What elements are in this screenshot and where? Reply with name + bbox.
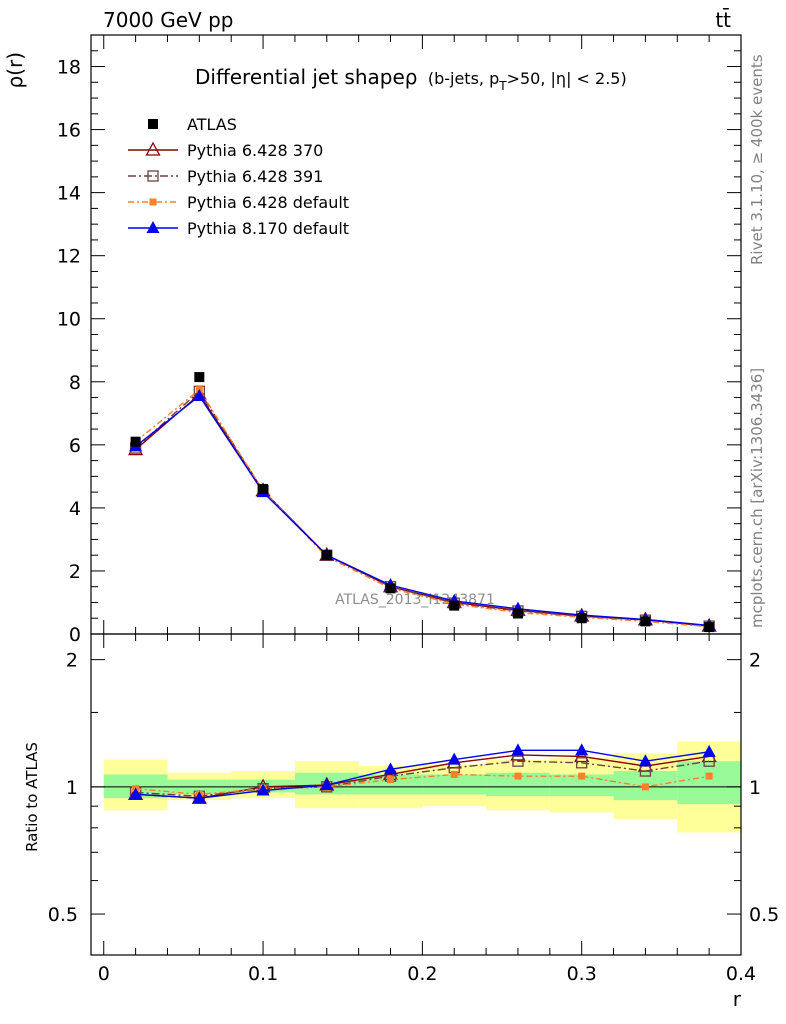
point-atlas <box>321 550 332 561</box>
ratio-ylabel: Ratio to ATLAS <box>23 742 41 852</box>
ratio-point-p8-default <box>447 752 461 765</box>
ratio-line-p6-370 <box>135 754 710 799</box>
ratio-y-tick-label: 1 <box>66 777 78 799</box>
point-p8-default <box>192 388 206 401</box>
main-title-text: Differential jet shapeρ <box>195 65 417 89</box>
y-tick-label: 16 <box>57 120 81 142</box>
legend-label: Pythia 8.170 default <box>187 219 349 238</box>
main-panel: 0 2 4 6 8 10 12 14 16 18 ATLAS_2013_I1243871 <box>57 34 742 646</box>
ratio-y-tick-label: 2 <box>66 650 78 672</box>
ratio-panel: 0.5 0.51 12 20 0.1 0.2 0.3 0.4 <box>48 35 779 985</box>
y-tick-label: 6 <box>69 435 81 457</box>
ratio-series-p8-default <box>129 743 716 804</box>
y-tick-label: 4 <box>69 498 81 520</box>
ratio-point-p8-default <box>511 743 525 756</box>
point-atlas <box>512 608 523 619</box>
legend-marker-p6-370 <box>145 141 161 156</box>
y-tick-label: 12 <box>57 246 81 268</box>
series-line-p8-default <box>135 394 710 627</box>
ratio-point-p6-391 <box>576 757 588 769</box>
legend-label: Pythia 6.428 370 <box>187 141 323 160</box>
ratio-point-p8-default <box>320 778 334 791</box>
x-tick-label: 0.2 <box>407 963 437 985</box>
ratio-point-p6-default <box>641 783 649 791</box>
ratio-point-p8-default <box>702 744 716 757</box>
ratio-y-tick-label-right: 0.5 <box>749 904 779 926</box>
main-ylabel: ρ(r) <box>3 52 27 89</box>
legend-label: Pythia 6.428 default <box>187 193 349 212</box>
band-inner-segment <box>677 761 741 805</box>
legend-entry: Pythia 6.428 370 <box>128 141 323 160</box>
point-atlas <box>130 436 141 447</box>
ratio-y-tick-label-right: 2 <box>749 650 761 672</box>
ratio-y-tick-label-right: 1 <box>749 777 761 799</box>
main-title: Differential jet shapeρ (b-jets, pT>50, … <box>195 65 627 93</box>
y-tick-label: 8 <box>69 372 81 394</box>
legend-entry: Pythia 6.428 default <box>128 193 349 212</box>
legend-entry: Pythia 8.170 default <box>128 219 349 238</box>
header-right: tt̄ <box>715 7 731 32</box>
mcplots-label: mcplots.cern.ch [arXiv:1306.3436] <box>748 368 766 628</box>
point-atlas <box>385 583 396 594</box>
ratio-point-p6-391 <box>512 755 524 767</box>
ratio-line-p6-391 <box>135 760 710 797</box>
y-tick-label: 2 <box>69 561 81 583</box>
ratio-frame <box>90 633 742 956</box>
legend: ATLAS Pythia 6.428 370 Pythia 6.428 391 Pyt… <box>128 115 349 238</box>
ratio-point-p6-default <box>450 770 458 778</box>
point-atlas <box>258 483 269 494</box>
x-tick-label: 0 <box>98 963 110 985</box>
ratio-y-tick-label: 0.5 <box>48 904 78 926</box>
ratio-point-p8-default <box>129 787 143 800</box>
band-inner-segment <box>549 774 614 797</box>
band-inner-segment <box>422 774 487 795</box>
ratio-point-p8-default <box>575 743 589 756</box>
rivet-label: Rivet 3.1.10, ≥ 400k events <box>748 54 766 265</box>
analysis-watermark: ATLAS_2013_I1243871 <box>335 592 495 608</box>
point-atlas <box>449 600 460 611</box>
x-tick-label: 0.1 <box>248 963 278 985</box>
y-tick-label: 14 <box>57 183 81 205</box>
main-title-sub-rest: >50, |η| < 2.5) <box>507 69 627 88</box>
ratio-xlabel: r <box>733 987 742 1011</box>
series-line-p6-391 <box>135 390 710 627</box>
header-left: 7000 GeV pp <box>103 8 234 32</box>
ratio-point-p8-default <box>256 783 270 796</box>
ratio-point-p6-default <box>578 772 586 780</box>
y-tick-label: 18 <box>57 57 81 79</box>
point-atlas <box>640 616 651 627</box>
legend-label: ATLAS <box>187 115 237 134</box>
y-tick-label: 10 <box>57 309 81 331</box>
ratio-point-p6-370 <box>574 748 590 763</box>
x-tick-label: 0.3 <box>567 963 597 985</box>
legend-entry: Pythia 6.428 391 <box>128 167 323 186</box>
legend-marker-p8-default <box>146 221 160 233</box>
ratio-point-p8-default <box>192 791 206 804</box>
main-title-sub-T: T <box>498 79 507 93</box>
ratio-point-p6-default <box>705 772 713 780</box>
x-tick-label: 0.4 <box>726 963 756 985</box>
ratio-point-p6-default <box>514 772 522 780</box>
legend-label: Pythia 6.428 391 <box>187 167 323 186</box>
legend-marker-p6-391 <box>147 170 159 182</box>
point-atlas <box>576 613 587 624</box>
legend-marker-p6-default <box>149 198 157 206</box>
band-inner-segment <box>486 772 550 797</box>
series-line-p6-default <box>135 388 710 628</box>
y-tick-label: 0 <box>69 624 81 646</box>
ratio-line-p6-default <box>135 773 710 796</box>
main-title-sub: (b-jets, p <box>428 69 499 88</box>
legend-entry: ATLAS <box>148 115 237 134</box>
ratio-point-p8-default <box>638 754 652 767</box>
ratio-point-p6-default <box>387 776 395 784</box>
ratio-line-p8-default <box>135 749 710 799</box>
ratio-point-p8-default <box>384 762 398 775</box>
legend-marker-atlas <box>148 119 158 129</box>
point-atlas <box>194 372 205 383</box>
